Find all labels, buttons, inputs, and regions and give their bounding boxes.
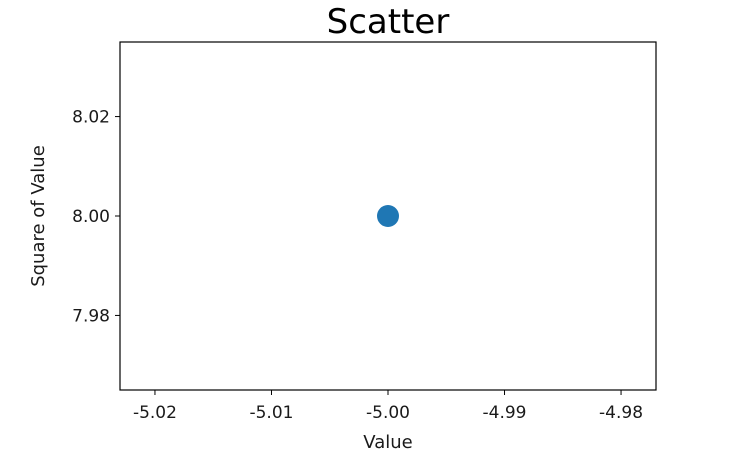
data-points <box>377 205 399 227</box>
x-axis-ticks: -5.02 -5.01 -5.00 -4.99 -4.98 <box>133 390 643 423</box>
x-tick-label: -4.98 <box>599 403 643 423</box>
x-tick-label: -4.99 <box>483 403 527 423</box>
x-tick-label: -5.02 <box>133 403 177 423</box>
chart-title: Scatter <box>327 2 450 42</box>
y-tick-label: 7.98 <box>72 306 110 326</box>
data-point <box>377 205 399 227</box>
x-tick-label: -5.01 <box>249 403 293 423</box>
x-tick-label: -5.00 <box>366 403 410 423</box>
x-axis-label: Value <box>363 432 412 453</box>
y-axis-label: Square of Value <box>28 145 49 287</box>
y-tick-label: 8.00 <box>72 207 110 227</box>
y-tick-label: 8.02 <box>72 108 110 128</box>
y-axis-ticks: 7.98 8.00 8.02 <box>72 108 120 326</box>
